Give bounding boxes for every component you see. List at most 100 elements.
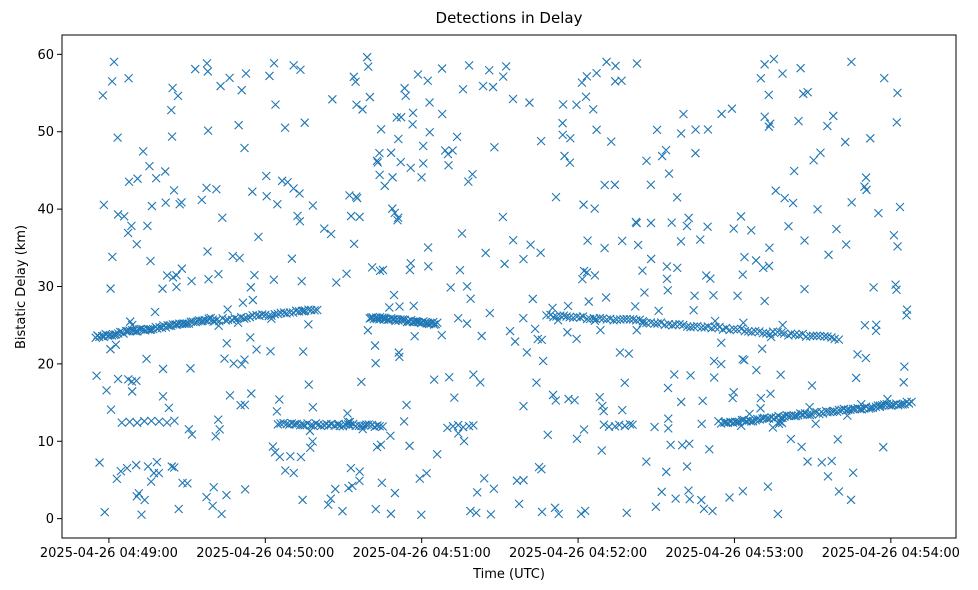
- detection-marker: [576, 509, 586, 519]
- detection-marker: [580, 506, 590, 516]
- detection-marker: [842, 411, 852, 421]
- detection-marker: [892, 117, 902, 127]
- detection-marker: [671, 494, 681, 504]
- detection-marker: [217, 213, 227, 223]
- detection-marker: [145, 161, 154, 171]
- detection-marker: [834, 335, 844, 344]
- detection-marker: [423, 76, 433, 86]
- detection-marker: [788, 198, 798, 208]
- detection-marker: [95, 458, 104, 467]
- detection-marker: [575, 313, 585, 322]
- detection-marker: [146, 256, 155, 266]
- detection-marker: [409, 301, 419, 311]
- detection-marker: [164, 403, 174, 413]
- detection-marker: [298, 420, 308, 430]
- detection-marker: [304, 380, 314, 390]
- detection-marker: [146, 416, 156, 426]
- detection-marker: [211, 184, 221, 194]
- detection-marker: [246, 282, 256, 292]
- detection-marker: [729, 324, 739, 334]
- detection-marker: [127, 221, 136, 231]
- detection-marker: [113, 210, 123, 219]
- detection-marker: [254, 232, 263, 242]
- detection-marker: [344, 483, 353, 493]
- detection-marker: [878, 442, 888, 452]
- detection-marker: [738, 270, 748, 280]
- detection-marker: [372, 421, 382, 430]
- detection-marker: [215, 425, 225, 434]
- detection-marker: [865, 133, 875, 143]
- detection-marker: [803, 457, 812, 466]
- detection-marker: [462, 319, 472, 328]
- detection-marker: [543, 430, 553, 440]
- detection-marker: [295, 420, 305, 430]
- detection-marker: [272, 406, 282, 416]
- detection-marker: [213, 415, 223, 425]
- detection-marker: [805, 331, 815, 341]
- detection-marker: [323, 500, 333, 510]
- detection-marker: [162, 418, 172, 427]
- detection-marker: [355, 467, 365, 477]
- detection-marker: [592, 125, 601, 135]
- detection-marker: [123, 374, 133, 384]
- detection-marker: [222, 338, 232, 348]
- detection-marker: [245, 312, 255, 322]
- detection-marker: [132, 239, 142, 249]
- x-axis: 2025-04-26 04:49:00 2025-04-26 04:50:00 20…: [40, 538, 960, 561]
- detection-marker: [501, 62, 511, 71]
- detection-marker: [572, 100, 581, 110]
- detection-marker: [780, 193, 790, 203]
- detection-marker: [477, 331, 487, 341]
- detection-marker: [161, 198, 171, 208]
- detection-marker: [327, 94, 337, 104]
- detection-marker: [597, 446, 607, 455]
- detection-marker: [887, 401, 896, 410]
- detection-marker: [675, 319, 684, 329]
- detection-marker: [305, 426, 315, 436]
- detection-marker: [679, 109, 688, 119]
- detection-marker: [797, 442, 807, 452]
- detection-marker: [472, 488, 482, 497]
- detection-marker: [349, 72, 359, 82]
- detection-marker: [745, 409, 754, 419]
- detection-marker: [137, 510, 146, 519]
- detection-marker: [355, 476, 364, 486]
- detection-marker: [847, 57, 856, 67]
- detection-marker: [442, 423, 452, 433]
- detection-marker: [776, 370, 786, 380]
- detection-marker: [146, 477, 156, 487]
- detection-marker: [800, 409, 810, 418]
- detection-marker: [893, 242, 902, 251]
- detection-marker: [393, 215, 402, 225]
- detection-marker: [299, 306, 309, 316]
- detection-marker: [376, 124, 386, 134]
- detection-marker: [229, 359, 239, 368]
- detection-marker: [343, 417, 353, 427]
- detection-marker: [899, 362, 909, 372]
- detection-marker: [123, 228, 133, 238]
- detection-marker: [405, 441, 414, 451]
- detection-marker: [528, 294, 538, 304]
- detection-marker: [468, 370, 478, 380]
- detection-marker: [582, 267, 592, 277]
- detection-marker: [240, 485, 250, 494]
- detection-marker: [892, 285, 901, 295]
- detection-marker: [757, 344, 767, 354]
- detection-marker: [764, 261, 774, 271]
- detection-marker: [370, 341, 380, 350]
- detection-marker: [139, 416, 149, 426]
- detection-marker: [481, 248, 491, 258]
- detection-marker: [542, 310, 551, 320]
- detection-marker: [624, 349, 634, 359]
- detection-marker: [646, 218, 656, 228]
- detection-marker: [415, 474, 425, 483]
- detection-marker: [813, 204, 822, 214]
- detection-marker: [661, 145, 671, 155]
- detection-marker: [390, 208, 400, 218]
- detection-marker: [592, 68, 601, 78]
- detection-marker: [107, 76, 117, 86]
- detection-marker: [304, 319, 313, 329]
- detection-marker: [240, 400, 250, 410]
- detection-marker: [663, 285, 673, 295]
